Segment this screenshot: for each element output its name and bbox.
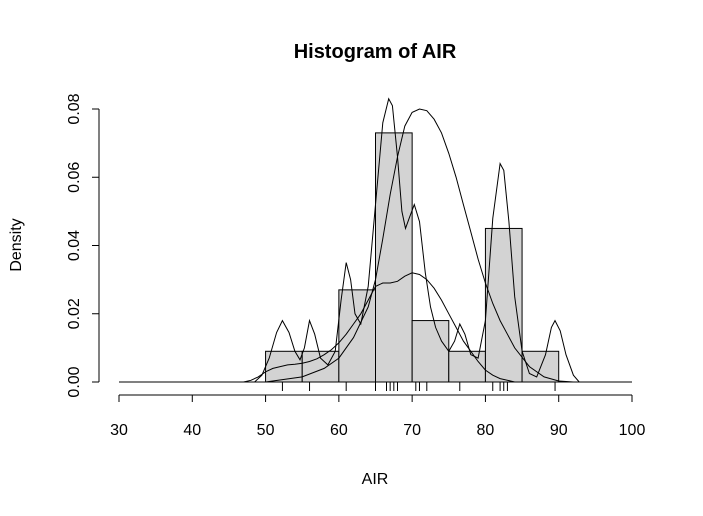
histogram-bars	[265, 132, 560, 383]
x-tick-label: 100	[619, 422, 646, 439]
y-tick-label: 0.06	[66, 162, 83, 193]
y-tick-label: 0.04	[66, 230, 83, 261]
x-tick-label: 60	[330, 422, 348, 439]
rug-marks	[281, 382, 556, 391]
density-curve	[265, 108, 574, 383]
x-tick-label: 90	[550, 422, 568, 439]
y-tick-label: 0.08	[66, 93, 83, 124]
chart-title: Histogram of AIR	[294, 41, 457, 63]
histogram-bar	[448, 350, 486, 383]
x-axis-label: AIR	[362, 471, 389, 488]
x-tick-label: 50	[257, 422, 275, 439]
density-curves	[243, 97, 632, 383]
density-curve	[254, 97, 580, 383]
x-tick-label: 70	[403, 422, 421, 439]
histogram-bar	[301, 350, 340, 383]
y-axis: 0.00 0.02 0.04 0.06 0.08	[66, 93, 100, 398]
histogram-bar	[411, 320, 450, 383]
y-axis-label: Density	[8, 218, 25, 271]
x-tick-label: 30	[110, 422, 128, 439]
x-axis: 30 40 50 60 70 80 90 100	[110, 394, 646, 439]
x-tick-label: 40	[183, 422, 201, 439]
y-tick-label: 0.02	[66, 298, 83, 329]
y-tick-label: 0.00	[66, 366, 83, 397]
histogram-bar	[484, 227, 523, 383]
histogram-bar	[375, 132, 413, 383]
x-tick-label: 80	[477, 422, 495, 439]
